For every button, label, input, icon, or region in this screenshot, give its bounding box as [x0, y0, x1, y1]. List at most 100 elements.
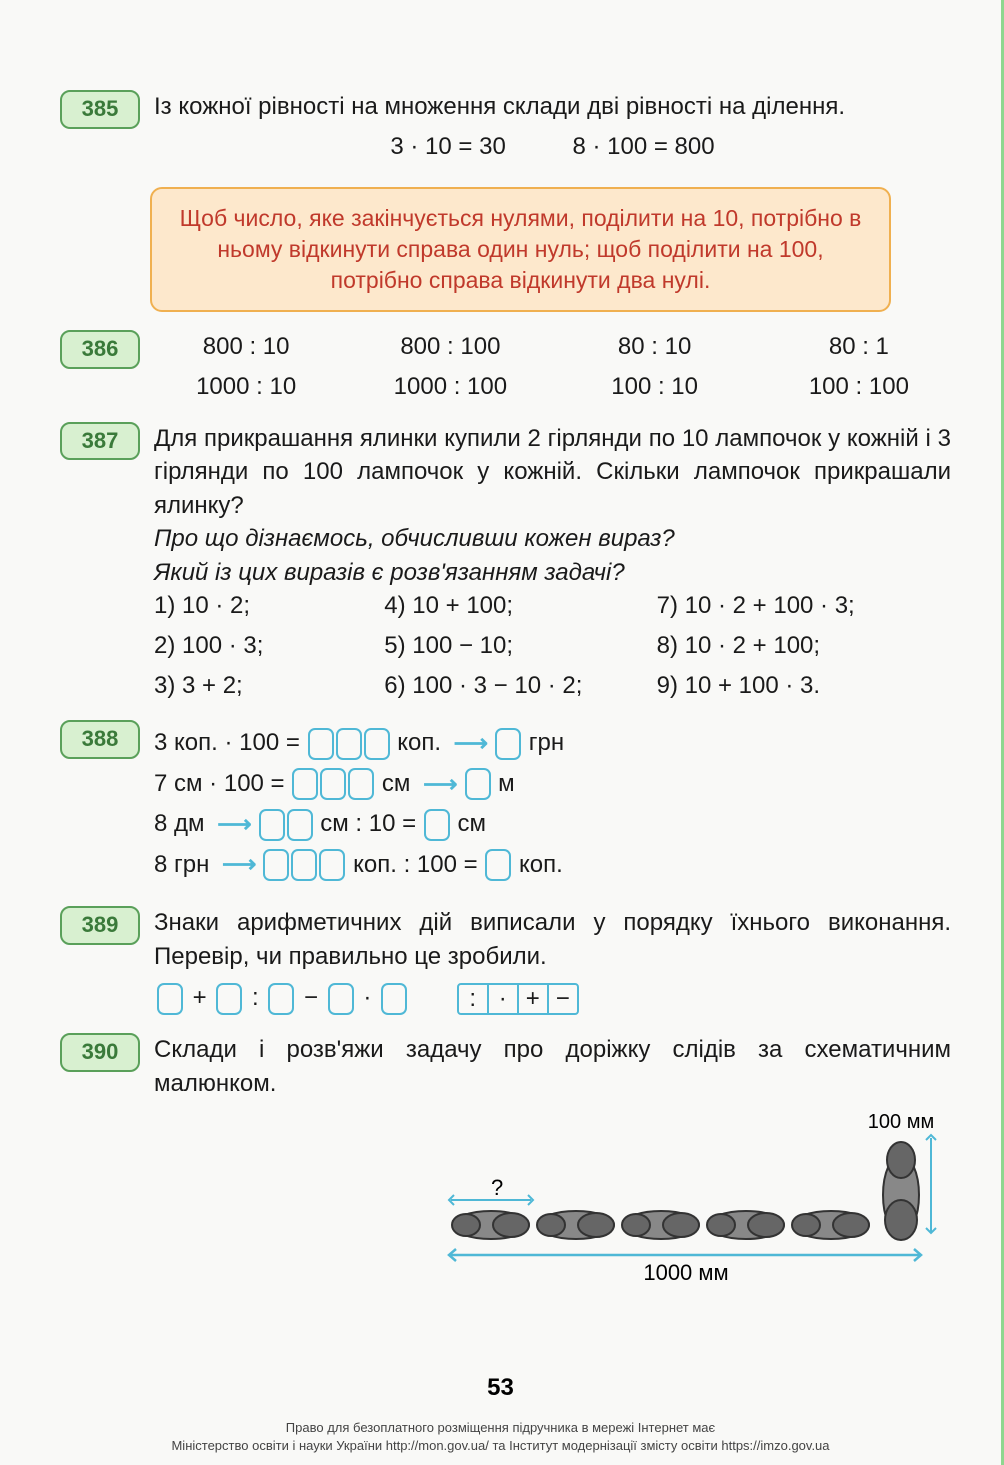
footer: Право для безоплатного розміщення підруч… [50, 1419, 951, 1455]
option: 8) 10 · 2 + 100; [657, 629, 951, 663]
option: 3) 3 + 2; [154, 669, 364, 703]
answer-box: : · + − [457, 983, 579, 1015]
footer-line: Право для безоплатного розміщення підруч… [50, 1419, 951, 1437]
exercise-number-badge: 389 [60, 906, 140, 945]
blank-box [424, 809, 450, 841]
text: см [451, 810, 486, 837]
exercise-387: 387 Для прикрашання ялинки купили 2 гірл… [60, 422, 951, 703]
option: 7) 10 · 2 + 100 · 3; [657, 589, 951, 623]
exercise-388: 388 3 коп. · 100 = коп. ⟶ грн 7 см · 100… [60, 720, 951, 888]
exercise-content: Для прикрашання ялинки купили 2 гірлянди… [154, 422, 951, 703]
footprint-svg: 100 мм [431, 1110, 951, 1290]
textbook-page: 385 Із кожної рівності на множення склад… [0, 0, 1004, 1465]
blank-box [268, 983, 294, 1015]
text: см : 10 = [314, 810, 423, 837]
text: 3 коп. · 100 = [154, 729, 307, 756]
arrow-icon: ⟶ [217, 808, 251, 842]
blank-box [495, 728, 521, 760]
exercise-text: Склади і розв'яжи задачу про доріжку слі… [154, 1033, 951, 1100]
text: м [492, 770, 515, 797]
blank-box [292, 768, 318, 800]
rule-box: Щоб число, яке закінчується нулями, поді… [150, 187, 891, 312]
blank-box [259, 809, 285, 841]
question: Про що дізнаємось, обчисливши кожен вира… [154, 522, 951, 556]
op-cell: − [549, 985, 577, 1013]
blank-box [328, 983, 354, 1015]
label-1000mm: 1000 мм [643, 1260, 728, 1285]
equation: 8 · 100 = 800 [572, 133, 714, 160]
answer-grid: 1) 10 · 2; 4) 10 + 100; 7) 10 · 2 + 100 … [154, 589, 951, 702]
blank-box [485, 849, 511, 881]
label-100mm: 100 мм [868, 1111, 934, 1133]
page-number: 53 [487, 1371, 514, 1405]
exercise-number-badge: 386 [60, 330, 140, 369]
question: Який із цих виразів є розв'язанням задач… [154, 556, 951, 590]
option: 5) 100 − 10; [384, 629, 636, 663]
arrow-icon: ⟶ [423, 768, 457, 802]
blank-box [364, 728, 390, 760]
math-cell: 1000 : 10 [154, 370, 338, 404]
math-cell: 100 : 100 [767, 370, 951, 404]
text: см [375, 770, 417, 797]
arrow-icon: ⟶ [454, 727, 488, 761]
math-equations: 3 · 10 = 30 8 · 100 = 800 [154, 130, 951, 164]
text: коп. [391, 729, 448, 756]
exercise-385: 385 Із кожної рівності на множення склад… [60, 90, 951, 169]
op-cell: + [519, 985, 549, 1013]
math-cell: 100 : 10 [563, 370, 747, 404]
exercise-content: Знаки арифметичних дій виписали у порядк… [154, 906, 951, 1015]
math-cell: 1000 : 100 [358, 370, 542, 404]
conversion-line: 3 коп. · 100 = коп. ⟶ грн [154, 726, 951, 760]
blank-box [157, 983, 183, 1015]
label-q: ? [491, 1175, 503, 1200]
blank-box [319, 849, 345, 881]
exercise-386: 386 800 : 10 800 : 100 80 : 10 80 : 1 10… [60, 330, 951, 403]
math-cell: 800 : 100 [358, 330, 542, 364]
math-cell: 80 : 10 [563, 330, 747, 364]
option: 9) 10 + 100 · 3. [657, 669, 951, 703]
operation-sequence: + : − · : · + − [154, 981, 951, 1015]
footprint-diagram: 100 мм [154, 1110, 951, 1300]
text: 7 см · 100 = [154, 770, 291, 797]
math-cell: 80 : 1 [767, 330, 951, 364]
blank-box [216, 983, 242, 1015]
math-cell: 800 : 10 [154, 330, 338, 364]
exercise-number-badge: 385 [60, 90, 140, 129]
exercise-390: 390 Склади і розв'яжи задачу про доріжку… [60, 1033, 951, 1300]
blank-box [263, 849, 289, 881]
blank-box [320, 768, 346, 800]
conversion-line: 8 дм ⟶ см : 10 = см [154, 807, 951, 841]
text: 8 дм [154, 810, 211, 837]
option: 4) 10 + 100; [384, 589, 636, 623]
footer-line: Міністерство освіти і науки України http… [50, 1437, 951, 1455]
text: 8 грн [154, 851, 216, 878]
blank-box [348, 768, 374, 800]
exercise-text: Для прикрашання ялинки купили 2 гірлянди… [154, 422, 951, 523]
exercise-text: Знаки арифметичних дій виписали у порядк… [154, 906, 951, 973]
option: 6) 100 · 3 − 10 · 2; [384, 669, 636, 703]
blank-box [381, 983, 407, 1015]
text: коп. [512, 851, 562, 878]
exercise-content: Із кожної рівності на множення склади дв… [154, 90, 951, 169]
text: грн [522, 729, 564, 756]
blank-box [465, 768, 491, 800]
exercise-content: 3 коп. · 100 = коп. ⟶ грн 7 см · 100 = с… [154, 720, 951, 888]
exercise-389: 389 Знаки арифметичних дій виписали у по… [60, 906, 951, 1015]
blank-box [291, 849, 317, 881]
equation: 3 · 10 = 30 [390, 133, 505, 160]
op-cell: · [489, 985, 519, 1013]
op-cell: : [459, 985, 489, 1013]
exercise-number-badge: 387 [60, 422, 140, 461]
exercise-text: Із кожної рівності на множення склади дв… [154, 90, 951, 124]
text: коп. : 100 = [346, 851, 484, 878]
arrow-icon: ⟶ [222, 848, 256, 882]
conversion-line: 8 грн ⟶ коп. : 100 = коп. [154, 848, 951, 882]
exercise-number-badge: 390 [60, 1033, 140, 1072]
blank-box [287, 809, 313, 841]
exercise-content: Склади і розв'яжи задачу про доріжку слі… [154, 1033, 951, 1300]
option: 2) 100 · 3; [154, 629, 364, 663]
blank-box [308, 728, 334, 760]
conversion-line: 7 см · 100 = см ⟶ м [154, 767, 951, 801]
exercise-number-badge: 388 [60, 720, 140, 759]
blank-box [336, 728, 362, 760]
